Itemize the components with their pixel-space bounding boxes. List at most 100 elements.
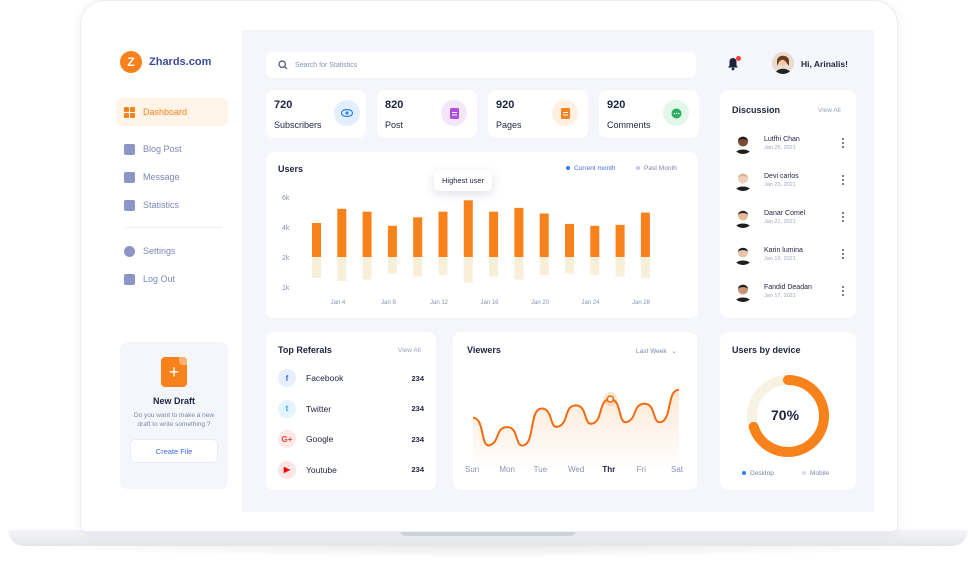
- sidebar-item-message[interactable]: Message: [116, 163, 228, 191]
- referral-row-facebook[interactable]: f Facebook 234: [278, 368, 424, 388]
- main-nav: Dashboard Blog Post Message Statistics: [116, 98, 228, 219]
- avatar: [732, 132, 754, 154]
- bar-past-month[interactable]: [489, 257, 499, 277]
- more-options-icon[interactable]: [841, 286, 844, 296]
- avatar: [732, 243, 754, 265]
- bar-past-month[interactable]: [413, 257, 423, 277]
- referral-count: 234: [411, 404, 424, 413]
- brand[interactable]: Z Zhards.com: [120, 51, 211, 73]
- referral-name: Google: [306, 434, 334, 444]
- bar-past-month[interactable]: [438, 257, 448, 275]
- stat-label: Comments: [607, 120, 651, 130]
- more-options-icon[interactable]: [841, 212, 844, 222]
- discussion-item[interactable]: Karin lumina Jan 19, 2021: [732, 239, 844, 269]
- facebook-icon: f: [278, 369, 296, 387]
- google-icon: G+: [278, 430, 296, 448]
- bar-current-month[interactable]: [539, 213, 549, 257]
- legend-mobile[interactable]: Mobile: [802, 470, 829, 477]
- bar-current-month[interactable]: [387, 225, 397, 257]
- bar-current-month[interactable]: [615, 224, 625, 257]
- new-draft-card: + New Draft Do you want to make a new dr…: [120, 342, 228, 489]
- legend-desktop[interactable]: Desktop: [742, 470, 774, 477]
- donut-desktop-segment[interactable]: [747, 375, 829, 457]
- notification-bell-icon[interactable]: [727, 57, 739, 71]
- bar-past-month[interactable]: [514, 257, 524, 280]
- referral-count: 234: [411, 465, 424, 474]
- legend-past-month[interactable]: Past Month: [636, 165, 677, 172]
- y-tick-label: 6k: [282, 195, 290, 202]
- sidebar-item-blog-post[interactable]: Blog Post: [116, 135, 228, 163]
- discussion-item[interactable]: Danar Comel Jan 21, 2021: [732, 202, 844, 232]
- discussion-author: Fandid Deadan: [764, 283, 812, 291]
- user-avatar[interactable]: [772, 52, 794, 74]
- discussion-view-all-link[interactable]: View All: [818, 107, 841, 114]
- referral-row-twitter[interactable]: t Twitter 234: [278, 399, 424, 419]
- bar-past-month[interactable]: [615, 257, 625, 277]
- bar-current-month[interactable]: [312, 222, 321, 257]
- search-bar[interactable]: Search for Statistics: [266, 52, 696, 78]
- stat-value: 920: [607, 99, 626, 111]
- bar-current-month[interactable]: [413, 217, 423, 257]
- bar-past-month[interactable]: [362, 257, 372, 280]
- sidebar-item-logout[interactable]: Log Out: [116, 265, 228, 293]
- bar-current-month[interactable]: [640, 212, 650, 257]
- sidebar-item-statistics[interactable]: Statistics: [116, 191, 228, 219]
- stat-card-pages[interactable]: 920 Pages: [488, 90, 588, 138]
- discussion-card: Discussion View All Lutfhi Chan Jan 25, …: [720, 90, 856, 318]
- day-label: Fri: [636, 465, 646, 474]
- laptop-notch: [400, 530, 576, 536]
- legend-current-month[interactable]: Current month: [566, 165, 616, 172]
- document-icon: [441, 100, 467, 126]
- viewers-line: [472, 388, 680, 447]
- bar-past-month[interactable]: [312, 257, 321, 278]
- search-input[interactable]: Search for Statistics: [295, 61, 358, 69]
- bar-current-month[interactable]: [438, 211, 448, 257]
- y-tick-label: 2k: [282, 255, 290, 262]
- day-label: Tue: [533, 465, 548, 474]
- bar-past-month[interactable]: [463, 257, 473, 283]
- stat-card-post[interactable]: 820 Post: [377, 90, 477, 138]
- bar-current-month[interactable]: [489, 211, 499, 257]
- discussion-date: Jan 23, 2021: [764, 181, 796, 188]
- discussion-author: Devi carlos: [764, 172, 799, 180]
- referrals-view-all-link[interactable]: View All: [398, 347, 421, 354]
- stat-label: Post: [385, 120, 404, 130]
- referral-row-youtube[interactable]: ▶ Youtube 234: [278, 460, 424, 480]
- sidebar-item-settings[interactable]: Settings: [116, 237, 228, 265]
- comment-icon: [663, 100, 689, 126]
- bar-past-month[interactable]: [565, 257, 574, 274]
- stat-label: Subscribers: [274, 120, 322, 130]
- stat-card-comments[interactable]: 920 Comments: [599, 90, 699, 138]
- viewers-card: Viewers Last Week ⌄ Sun Mon Tue Wed Thr Fri Sa…: [453, 332, 697, 490]
- viewers-title: Viewers: [467, 345, 501, 355]
- bar-current-month[interactable]: [565, 223, 574, 257]
- bar-current-month[interactable]: [590, 225, 600, 257]
- referral-row-google[interactable]: G+ Google 234: [278, 429, 424, 449]
- bar-past-month[interactable]: [337, 257, 347, 281]
- sidebar-item-label: Blog Post: [143, 144, 182, 154]
- discussion-item[interactable]: Lutfhi Chan Jan 25, 2021: [732, 128, 844, 158]
- highest-user-tooltip: Highest user: [434, 170, 493, 191]
- sidebar-item-dashboard[interactable]: Dashboard: [116, 98, 228, 126]
- bar-current-month[interactable]: [337, 208, 347, 257]
- avatar: [732, 169, 754, 191]
- bar-current-month[interactable]: [362, 211, 372, 257]
- bar-current-month[interactable]: [514, 207, 524, 257]
- more-options-icon[interactable]: [841, 249, 844, 259]
- page-icon: [552, 100, 578, 126]
- bar-past-month[interactable]: [387, 257, 397, 274]
- bar-past-month[interactable]: [539, 257, 549, 275]
- discussion-item[interactable]: Fandid Deadan Jan 17, 2021: [732, 276, 844, 306]
- discussion-item[interactable]: Devi carlos Jan 23, 2021: [732, 165, 844, 195]
- y-tick-label: 1k: [282, 285, 290, 292]
- bar-past-month[interactable]: [640, 257, 650, 278]
- more-options-icon[interactable]: [841, 175, 844, 185]
- bar-current-month[interactable]: [463, 200, 473, 257]
- top-referrals-title: Top Referals: [278, 345, 332, 355]
- create-file-button[interactable]: Create File: [130, 439, 218, 463]
- period-dropdown[interactable]: Last Week ⌄: [636, 348, 677, 355]
- stat-card-subscribers[interactable]: 720 Subscribers: [266, 90, 366, 138]
- highlight-point[interactable]: [606, 395, 615, 403]
- bar-past-month[interactable]: [590, 257, 600, 275]
- more-options-icon[interactable]: [841, 138, 844, 148]
